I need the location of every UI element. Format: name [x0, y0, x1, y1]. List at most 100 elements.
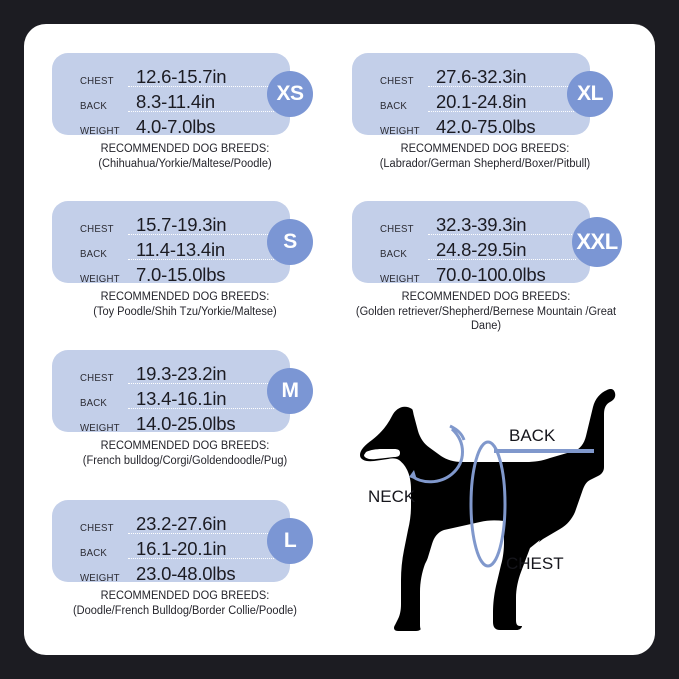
measure-value-chest: 23.2-27.6in [136, 513, 227, 534]
measure-label-chest: CHEST [80, 223, 114, 235]
measure-value-weight: 14.0-25.0lbs [136, 413, 236, 434]
measure-row-chest: CHEST 23.2-27.6in [52, 513, 290, 539]
size-badge-xs: XS [267, 71, 313, 117]
neck-measure-loop [411, 427, 464, 484]
breeds-heading: RECOMMENDED DOG BREEDS: [100, 291, 270, 303]
measure-value-back: 11.4-13.4in [136, 239, 225, 260]
size-card-s: CHEST 15.7-19.3in BACK 11.4-13.4in WEIGH… [52, 201, 313, 285]
measure-row-weight: WEIGHT 4.0-7.0lbs [52, 116, 290, 142]
breeds-caption-xl: RECOMMENDED DOG BREEDS: (Labrador/German… [357, 142, 612, 171]
leader-line [128, 583, 276, 584]
size-badge-xxl: XXL [572, 217, 622, 267]
measure-label-weight: WEIGHT [80, 125, 120, 137]
size-block-xs: CHEST 12.6-15.7in BACK 8.3-11.4in WEIGHT… [52, 53, 318, 171]
measure-label-weight: WEIGHT [80, 273, 120, 285]
chest-label-text: CHEST [506, 554, 564, 573]
measure-label-chest: CHEST [80, 522, 114, 534]
measure-value-chest: 32.3-39.3in [436, 214, 527, 235]
measure-row-weight: WEIGHT 23.0-48.0lbs [52, 563, 290, 589]
size-block-s: CHEST 15.7-19.3in BACK 11.4-13.4in WEIGH… [52, 201, 318, 319]
leader-line [128, 533, 276, 534]
measure-row-weight: WEIGHT 42.0-75.0lbs [352, 116, 590, 142]
size-card-xs: CHEST 12.6-15.7in BACK 8.3-11.4in WEIGHT… [52, 53, 313, 137]
back-label-text: BACK [509, 426, 556, 445]
leader-line [128, 111, 276, 112]
measure-row-chest: CHEST 12.6-15.7in [52, 66, 290, 92]
measure-row-back: BACK 20.1-24.8in [352, 91, 590, 117]
measure-label-back: BACK [380, 100, 408, 112]
chart-panel: CHEST 12.6-15.7in BACK 8.3-11.4in WEIGHT… [24, 24, 655, 655]
size-block-l: CHEST 23.2-27.6in BACK 16.1-20.1in WEIGH… [52, 500, 318, 618]
neck-measure-arrowhead [409, 470, 417, 480]
chest-measure-loop [469, 440, 507, 568]
leader-line [128, 284, 276, 285]
breeds-list: (French bulldog/Corgi/Goldendoodle/Pug) [82, 454, 288, 467]
leader-line [128, 136, 276, 137]
measure-label-weight: WEIGHT [80, 422, 120, 434]
leader-line [128, 259, 276, 260]
leader-line [128, 86, 276, 87]
measure-row-chest: CHEST 32.3-39.3in [352, 214, 590, 240]
measure-label-back: BACK [380, 248, 408, 260]
breeds-heading: RECOMMENDED DOG BREEDS: [100, 590, 270, 602]
breeds-list: (Toy Poodle/Shih Tzu/Yorkie/Maltese) [93, 305, 277, 318]
measure-row-back: BACK 24.8-29.5in [352, 239, 590, 265]
breeds-caption-xs: RECOMMENDED DOG BREEDS: (Chihuahua/Yorki… [57, 142, 312, 171]
leader-line [128, 408, 276, 409]
leader-line [128, 433, 276, 434]
measure-row-back: BACK 16.1-20.1in [52, 538, 290, 564]
measure-value-chest: 19.3-23.2in [136, 363, 227, 384]
measure-row-back: BACK 11.4-13.4in [52, 239, 290, 265]
size-card-xl: CHEST 27.6-32.3in BACK 20.1-24.8in WEIGH… [352, 53, 613, 137]
breeds-list: (Doodle/French Bulldog/Border Collie/Poo… [72, 604, 297, 617]
leader-line [428, 86, 576, 87]
leader-line [128, 383, 276, 384]
measure-row-back: BACK 8.3-11.4in [52, 91, 290, 117]
dog-measurement-diagram: BACK NECK CHEST [354, 354, 654, 639]
measure-row-weight: WEIGHT 70.0-100.0lbs [352, 264, 590, 290]
breeds-heading: RECOMMENDED DOG BREEDS: [400, 143, 570, 155]
breeds-heading: RECOMMENDED DOG BREEDS: [401, 291, 571, 303]
neck-label-text: NECK [368, 487, 416, 506]
leader-line [428, 234, 576, 235]
measure-label-chest: CHEST [380, 75, 414, 87]
measure-label-back: BACK [80, 248, 108, 260]
breeds-list: (Golden retriever/Shepherd/Bernese Mount… [355, 305, 617, 333]
measure-row-chest: CHEST 27.6-32.3in [352, 66, 590, 92]
measure-label-weight: WEIGHT [380, 125, 420, 137]
size-card-l: CHEST 23.2-27.6in BACK 16.1-20.1in WEIGH… [52, 500, 313, 584]
dog-silhouette-icon: BACK NECK CHEST [360, 389, 616, 631]
breeds-heading: RECOMMENDED DOG BREEDS: [100, 143, 270, 155]
size-card-xxl: CHEST 32.3-39.3in BACK 24.8-29.5in WEIGH… [352, 201, 622, 285]
breeds-caption-s: RECOMMENDED DOG BREEDS: (Toy Poodle/Shih… [57, 290, 312, 319]
measure-value-weight: 70.0-100.0lbs [436, 264, 546, 285]
measure-row-back: BACK 13.4-16.1in [52, 388, 290, 414]
measure-label-back: BACK [80, 547, 108, 559]
size-badge-m: M [267, 368, 313, 414]
measure-value-weight: 23.0-48.0lbs [136, 563, 236, 584]
measure-value-back: 20.1-24.8in [436, 91, 527, 112]
neck-measure-tail [449, 424, 466, 441]
size-block-xl: CHEST 27.6-32.3in BACK 20.1-24.8in WEIGH… [352, 53, 618, 171]
measure-value-back: 13.4-16.1in [136, 388, 227, 409]
measure-value-chest: 27.6-32.3in [436, 66, 527, 87]
measure-row-weight: WEIGHT 14.0-25.0lbs [52, 413, 290, 439]
breeds-caption-l: RECOMMENDED DOG BREEDS: (Doodle/French B… [57, 589, 312, 618]
breeds-caption-xxl: RECOMMENDED DOG BREEDS: (Golden retrieve… [354, 290, 619, 334]
measure-row-chest: CHEST 19.3-23.2in [52, 363, 290, 389]
size-block-m: CHEST 19.3-23.2in BACK 13.4-16.1in WEIGH… [52, 350, 318, 468]
measure-value-weight: 4.0-7.0lbs [136, 116, 216, 137]
leader-line [428, 136, 576, 137]
measure-row-weight: WEIGHT 7.0-15.0lbs [52, 264, 290, 290]
leader-line [128, 558, 276, 559]
size-card-m: CHEST 19.3-23.2in BACK 13.4-16.1in WEIGH… [52, 350, 313, 434]
size-badge-s: S [267, 219, 313, 265]
leader-line [128, 234, 276, 235]
measure-value-back: 24.8-29.5in [436, 239, 527, 260]
leader-line [428, 111, 576, 112]
measure-value-back: 8.3-11.4in [136, 91, 215, 112]
measure-value-weight: 7.0-15.0lbs [136, 264, 226, 285]
breeds-list: (Labrador/German Shepherd/Boxer/Pitbull) [379, 157, 591, 170]
breeds-caption-m: RECOMMENDED DOG BREEDS: (French bulldog/… [57, 439, 312, 468]
